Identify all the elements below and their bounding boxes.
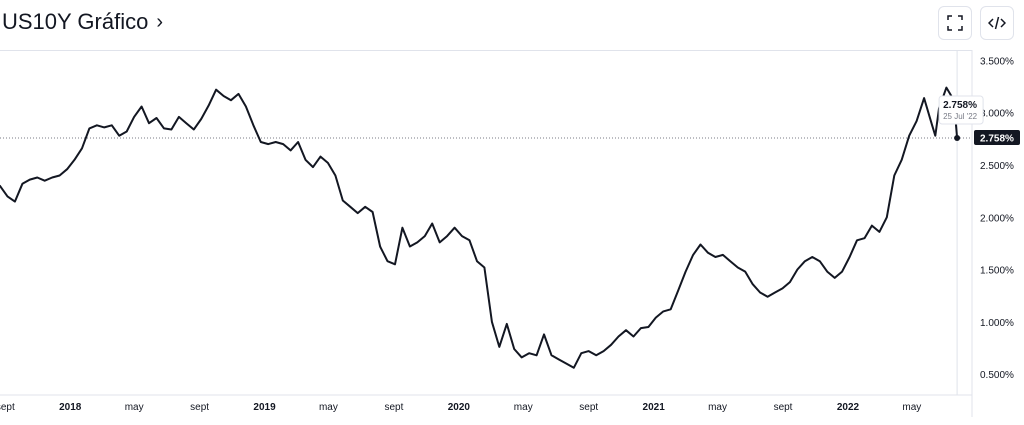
y-tick-label: 2.500% (980, 161, 1014, 172)
chart-header: US10Y Gráfico › (0, 0, 1024, 48)
last-value-badge-text: 2.758% (980, 134, 1014, 145)
x-tick-label: may (319, 402, 338, 413)
code-icon (988, 16, 1006, 30)
x-tick-label: 2019 (253, 402, 276, 413)
x-tick-label: 2022 (837, 402, 860, 413)
x-tick-label: sept (0, 402, 15, 413)
last-point-marker (954, 135, 961, 142)
series-line (0, 86, 959, 369)
x-tick-label: 2021 (643, 402, 666, 413)
x-tick-label: sept (774, 402, 793, 413)
y-tick-label: 2.000% (980, 213, 1014, 224)
y-tick-label: 1.500% (980, 266, 1014, 277)
x-tick-label: sept (579, 402, 598, 413)
last-value-badge (974, 130, 1020, 146)
x-tick-label: may (902, 402, 921, 413)
embed-code-button[interactable] (980, 6, 1014, 40)
y-tick-label: 0.500% (980, 370, 1014, 381)
fullscreen-icon (947, 15, 963, 31)
x-tick-label: may (514, 402, 533, 413)
tooltip-value: 2.758% (943, 100, 977, 111)
chart-title-link[interactable]: US10Y Gráfico › (2, 9, 163, 35)
chevron-right-icon: › (156, 10, 164, 33)
fullscreen-button[interactable] (938, 6, 972, 40)
x-tick-label: sept (384, 402, 403, 413)
x-tick-label: may (125, 402, 144, 413)
chart-area[interactable]: 3.500% 3.000% 2.500% 2.000% 1.500% 1.000% 0.50… (0, 50, 1024, 420)
price-chart[interactable]: 3.500% 3.000% 2.500% 2.000% 1.500% 1.000% 0.50… (0, 50, 1024, 420)
x-tick-label: sept (190, 402, 209, 413)
tooltip-date: 25 Jul '22 (943, 112, 978, 121)
x-tick-label: 2020 (448, 402, 471, 413)
x-tick-label: may (708, 402, 727, 413)
x-tick-label: 2018 (59, 402, 82, 413)
chart-title: US10Y Gráfico (2, 9, 149, 34)
y-tick-label: 3.000% (980, 109, 1014, 120)
y-tick-label: 1.000% (980, 318, 1014, 329)
tooltip-box (938, 95, 984, 125)
y-tick-label: 3.500% (980, 56, 1014, 67)
